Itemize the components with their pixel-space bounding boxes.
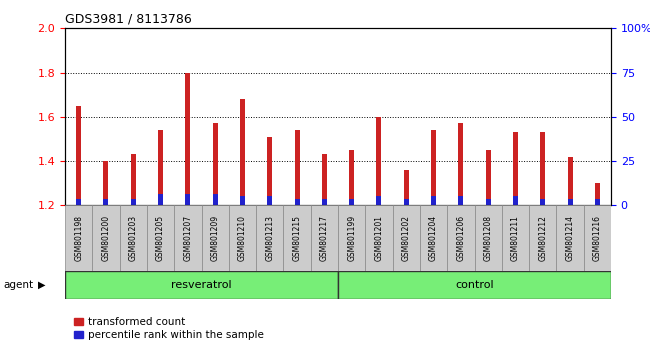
Bar xyxy=(158,194,163,205)
Bar xyxy=(458,196,463,205)
Bar xyxy=(240,196,245,205)
Bar xyxy=(502,205,529,271)
Bar xyxy=(322,154,327,205)
Text: GSM801210: GSM801210 xyxy=(238,215,247,261)
Bar xyxy=(131,154,136,205)
Text: control: control xyxy=(455,280,494,290)
Bar xyxy=(376,196,382,205)
Bar xyxy=(540,132,545,205)
Bar xyxy=(404,199,409,205)
Bar xyxy=(486,150,491,205)
Text: GSM801206: GSM801206 xyxy=(456,215,465,261)
Bar xyxy=(349,199,354,205)
Bar xyxy=(474,205,502,271)
Bar xyxy=(365,205,393,271)
Bar xyxy=(76,199,81,205)
Bar xyxy=(103,161,109,205)
Bar xyxy=(567,199,573,205)
Text: GSM801211: GSM801211 xyxy=(511,215,520,261)
Bar xyxy=(556,205,584,271)
Text: GSM801217: GSM801217 xyxy=(320,215,329,261)
Bar xyxy=(283,205,311,271)
Text: GSM801212: GSM801212 xyxy=(538,215,547,261)
Bar xyxy=(486,199,491,205)
Text: GSM801216: GSM801216 xyxy=(593,215,602,261)
Bar xyxy=(103,199,109,205)
Text: GSM801215: GSM801215 xyxy=(292,215,302,261)
Text: agent: agent xyxy=(3,280,33,290)
Bar xyxy=(322,199,327,205)
Bar xyxy=(294,130,300,205)
Bar xyxy=(513,196,518,205)
Text: resveratrol: resveratrol xyxy=(171,280,232,290)
Bar xyxy=(431,196,436,205)
Bar xyxy=(393,205,420,271)
Text: GSM801208: GSM801208 xyxy=(484,215,493,261)
Bar xyxy=(147,205,174,271)
Text: GSM801214: GSM801214 xyxy=(566,215,575,261)
Text: GSM801200: GSM801200 xyxy=(101,215,111,261)
Bar xyxy=(540,199,545,205)
Bar xyxy=(76,106,81,205)
Bar xyxy=(185,73,190,205)
Bar xyxy=(240,99,245,205)
Bar xyxy=(584,205,611,271)
Bar xyxy=(256,205,283,271)
Text: GDS3981 / 8113786: GDS3981 / 8113786 xyxy=(65,12,192,25)
Bar xyxy=(131,199,136,205)
Bar xyxy=(376,117,382,205)
Bar xyxy=(458,124,463,205)
Bar xyxy=(595,199,600,205)
Bar xyxy=(185,194,190,205)
Bar xyxy=(65,205,92,271)
Bar xyxy=(404,170,409,205)
Bar xyxy=(338,271,611,299)
Bar xyxy=(158,130,163,205)
Text: GSM801199: GSM801199 xyxy=(347,215,356,261)
Bar xyxy=(229,205,256,271)
Text: GSM801213: GSM801213 xyxy=(265,215,274,261)
Bar xyxy=(529,205,556,271)
Text: GSM801204: GSM801204 xyxy=(429,215,438,261)
Text: GSM801205: GSM801205 xyxy=(156,215,165,261)
Bar xyxy=(202,205,229,271)
Bar xyxy=(65,271,338,299)
Bar xyxy=(420,205,447,271)
Legend: transformed count, percentile rank within the sample: transformed count, percentile rank withi… xyxy=(70,313,268,345)
Text: GSM801207: GSM801207 xyxy=(183,215,192,261)
Text: GSM801209: GSM801209 xyxy=(211,215,220,261)
Bar xyxy=(567,156,573,205)
Bar xyxy=(447,205,474,271)
Bar xyxy=(338,205,365,271)
Bar xyxy=(431,130,436,205)
Bar xyxy=(349,150,354,205)
Text: GSM801201: GSM801201 xyxy=(374,215,384,261)
Bar xyxy=(311,205,338,271)
Bar xyxy=(294,199,300,205)
Bar xyxy=(213,194,218,205)
Text: GSM801198: GSM801198 xyxy=(74,215,83,261)
Bar xyxy=(174,205,202,271)
Text: GSM801203: GSM801203 xyxy=(129,215,138,261)
Bar xyxy=(120,205,147,271)
Text: ▶: ▶ xyxy=(38,280,46,290)
Bar xyxy=(213,124,218,205)
Text: GSM801202: GSM801202 xyxy=(402,215,411,261)
Bar xyxy=(92,205,120,271)
Bar xyxy=(513,132,518,205)
Bar xyxy=(267,196,272,205)
Bar xyxy=(267,137,272,205)
Bar xyxy=(595,183,600,205)
